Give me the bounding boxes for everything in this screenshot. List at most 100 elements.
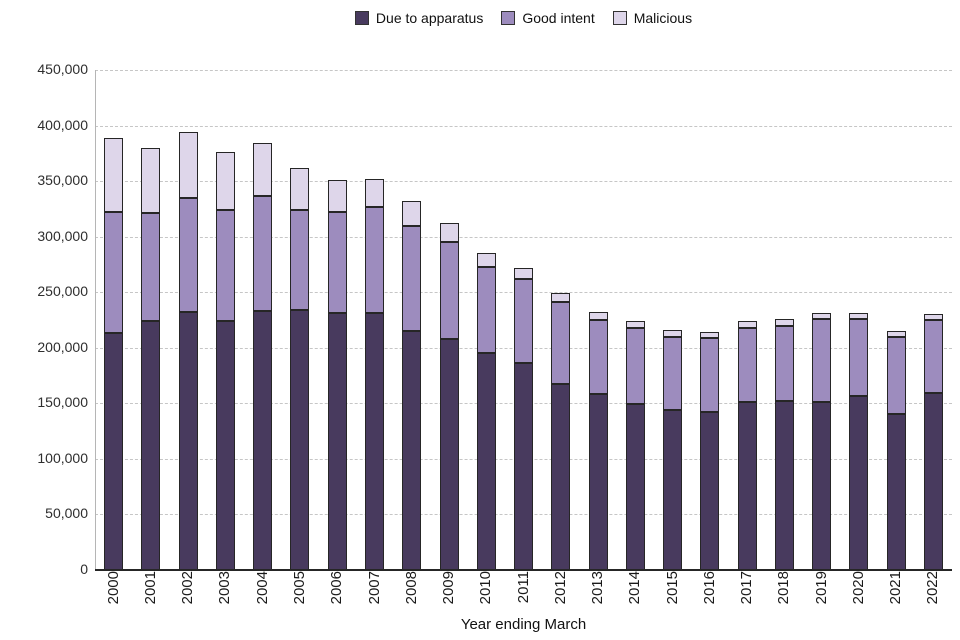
bar-segment-good-intent <box>365 206 384 314</box>
bar-segment-good-intent <box>886 336 906 415</box>
bar-segment-good-intent <box>402 225 422 332</box>
bar-segment-due-to-apparatus <box>402 331 422 570</box>
bar-2018 <box>774 70 794 570</box>
x-tick-label: 2020 <box>849 571 867 605</box>
y-tick-label: 450,000 <box>37 61 88 77</box>
x-tick-label: 2009 <box>440 571 457 605</box>
plot-area <box>95 70 952 571</box>
bar-2021 <box>886 70 906 570</box>
bar-2001 <box>141 70 161 570</box>
x-axis-title: Year ending March <box>460 616 587 633</box>
bar-segment-malicious <box>215 152 235 210</box>
bar-segment-malicious <box>290 167 310 210</box>
bar-2019 <box>812 70 832 570</box>
bar-segment-due-to-apparatus <box>886 414 906 570</box>
bar-segment-malicious <box>476 253 496 267</box>
bar-segment-good-intent <box>663 336 682 410</box>
x-tick-label: 2019 <box>812 571 830 605</box>
bar-2005 <box>290 70 310 570</box>
bar-segment-due-to-apparatus <box>514 363 533 570</box>
gridline <box>95 70 952 71</box>
x-tick-label: 2013 <box>589 571 606 605</box>
bar-segment-malicious <box>402 201 422 226</box>
bar-segment-good-intent <box>923 320 943 394</box>
y-tick-label: 150,000 <box>37 394 88 411</box>
x-tick-label: 2007 <box>365 571 383 605</box>
bar-2020 <box>849 70 869 570</box>
y-tick-label: 200,000 <box>37 338 88 355</box>
bar-segment-good-intent <box>178 197 198 313</box>
bar-segment-due-to-apparatus <box>812 402 832 570</box>
x-tick-label: 2006 <box>328 571 346 605</box>
x-tick-label: 2003 <box>216 571 234 605</box>
bar-2003 <box>215 70 235 570</box>
bar-2016 <box>700 70 720 570</box>
bar-segment-good-intent <box>439 242 459 339</box>
x-tick-label: 2000 <box>104 571 122 605</box>
bar-segment-malicious <box>588 312 608 320</box>
bar-segment-due-to-apparatus <box>625 404 645 570</box>
x-tick-label: 2005 <box>290 571 308 605</box>
bar-segment-malicious <box>923 314 943 320</box>
chart-legend: Due to apparatus Good intent Malicious <box>95 10 952 26</box>
bar-segment-malicious <box>439 223 459 243</box>
bar-segment-good-intent <box>476 266 496 354</box>
bar-segment-malicious <box>141 147 161 214</box>
bar-segment-malicious <box>886 331 906 337</box>
x-tick-label: 2022 <box>924 571 942 605</box>
bar-segment-good-intent <box>551 302 571 385</box>
bar-segment-due-to-apparatus <box>104 333 124 570</box>
bar-segment-malicious <box>327 180 347 213</box>
bar-segment-malicious <box>104 137 124 213</box>
x-tick-label: 2004 <box>253 571 271 605</box>
bar-2012 <box>551 70 571 570</box>
bar-segment-due-to-apparatus <box>290 310 310 570</box>
bar-segment-good-intent <box>588 320 608 395</box>
bar-segment-due-to-apparatus <box>476 353 496 570</box>
x-tick-label: 2018 <box>775 571 793 605</box>
y-tick-label: 350,000 <box>37 172 88 189</box>
x-tick-label: 2021 <box>887 571 905 605</box>
bar-segment-due-to-apparatus <box>327 313 347 570</box>
x-tick-label: 2001 <box>141 571 159 605</box>
x-tick-label: 2010 <box>477 571 495 605</box>
x-axis-line <box>95 569 952 571</box>
bar-segment-malicious <box>812 313 832 319</box>
bar-2017 <box>737 70 757 570</box>
bar-segment-due-to-apparatus <box>439 338 459 570</box>
bar-2010 <box>476 70 496 570</box>
bar-2014 <box>625 70 645 570</box>
bar-segment-good-intent <box>849 318 869 396</box>
y-tick-label: 0 <box>80 561 88 577</box>
y-tick-label: 50,000 <box>45 505 88 522</box>
gridline <box>95 236 952 238</box>
bar-segment-good-intent <box>290 210 310 310</box>
bar-segment-due-to-apparatus <box>215 321 235 570</box>
x-tick-label: 2016 <box>700 571 718 605</box>
bar-segment-malicious <box>849 313 869 319</box>
y-tick-label: 100,000 <box>37 449 88 466</box>
bar-2008 <box>402 70 422 570</box>
bar-segment-due-to-apparatus <box>663 410 682 570</box>
legend-item: Due to apparatus <box>354 10 484 26</box>
legend-item: Malicious <box>612 10 693 26</box>
y-tick-label: 400,000 <box>37 116 88 133</box>
bar-segment-good-intent <box>737 327 757 403</box>
bar-segment-due-to-apparatus <box>737 402 757 570</box>
bar-segment-due-to-apparatus <box>178 312 198 570</box>
bar-segment-good-intent <box>625 327 645 405</box>
legend-label: Malicious <box>633 10 693 26</box>
legend-label: Due to apparatus <box>375 10 484 26</box>
bar-2013 <box>588 70 608 570</box>
x-tick-label: 2008 <box>402 571 420 605</box>
bar-2007 <box>365 70 384 570</box>
gridline <box>95 125 952 127</box>
bar-segment-due-to-apparatus <box>849 395 869 570</box>
bar-segment-malicious <box>253 143 273 196</box>
bar-segment-good-intent <box>104 212 124 334</box>
y-axis-line <box>95 70 96 570</box>
bar-segment-good-intent <box>774 325 794 402</box>
good-intent-swatch <box>501 11 516 25</box>
bar-2011 <box>514 70 533 570</box>
